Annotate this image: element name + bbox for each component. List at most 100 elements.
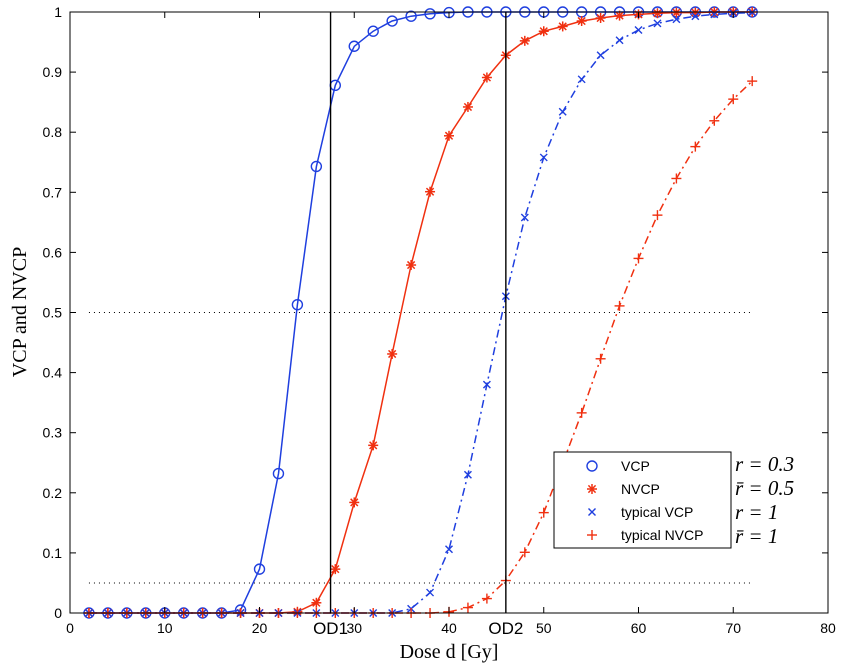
data-point xyxy=(272,467,285,480)
legend-item: typical NVCP xyxy=(587,527,703,543)
legend-marker xyxy=(586,460,598,472)
data-point xyxy=(672,15,681,24)
y-tick-label: 0.4 xyxy=(43,365,63,381)
data-point xyxy=(539,153,548,162)
x-tick-label: 70 xyxy=(725,620,741,636)
data-point xyxy=(558,107,567,116)
legend-label: NVCP xyxy=(621,481,660,497)
data-point xyxy=(387,348,398,359)
data-point xyxy=(405,10,417,22)
legend-label: typical NVCP xyxy=(621,527,703,543)
x-axis-ticks: 0 10 20 30 40 50 60 70 80 xyxy=(66,12,836,636)
data-point xyxy=(747,76,758,87)
data-point xyxy=(614,300,625,311)
y-tick-label: 0.6 xyxy=(43,244,63,260)
data-point xyxy=(652,210,663,221)
y-tick-label: 0.5 xyxy=(43,305,63,321)
x-tick-label: 50 xyxy=(536,620,552,636)
data-point xyxy=(253,563,266,575)
data-point xyxy=(576,16,587,27)
data-point xyxy=(519,547,530,558)
data-point xyxy=(557,21,568,32)
data-point xyxy=(576,407,587,418)
data-point xyxy=(577,75,586,84)
x-tick-label: 0 xyxy=(66,620,74,636)
data-point xyxy=(310,160,323,173)
vertical-reference-lines xyxy=(329,12,507,613)
data-point xyxy=(481,593,492,604)
legend-marker xyxy=(588,508,596,516)
data-point xyxy=(368,440,379,451)
od-labels: OD1 OD2 xyxy=(313,619,523,638)
data-point xyxy=(691,12,700,21)
x-tick-label: 80 xyxy=(820,620,836,636)
data-point xyxy=(406,260,417,271)
data-point xyxy=(424,8,436,20)
data-point xyxy=(348,40,360,52)
legend-marker xyxy=(587,484,597,494)
y-tick-label: 1 xyxy=(54,4,62,20)
parameter-annotation: r = 0.3 xyxy=(735,452,794,476)
od-label: OD1 xyxy=(313,619,348,638)
data-point xyxy=(367,25,379,37)
data-point xyxy=(462,101,473,112)
data-point xyxy=(481,72,492,83)
y-tick-label: 0.8 xyxy=(43,124,63,140)
legend-label: typical VCP xyxy=(621,504,693,520)
y-axis-ticks: 0 0.1 0.2 0.3 0.4 0.5 0.6 0.7 0.8 0.9 1 xyxy=(43,4,828,621)
x-tick-label: 60 xyxy=(631,620,647,636)
data-point xyxy=(462,602,473,613)
data-point xyxy=(671,7,682,18)
data-point xyxy=(633,253,644,264)
legend-box xyxy=(553,451,732,549)
parameter-annotation: r = 1 xyxy=(735,500,778,524)
legend-item: VCP xyxy=(586,458,650,474)
y-tick-label: 0.3 xyxy=(43,425,63,441)
data-point xyxy=(330,564,341,575)
x-tick-label: 30 xyxy=(346,620,362,636)
x-tick-label: 40 xyxy=(441,620,457,636)
data-point xyxy=(538,507,549,518)
parameter-annotations: r = 0.3r̄ = 0.5r = 1r̄ = 1 xyxy=(735,452,794,548)
data-point xyxy=(482,380,491,389)
data-point xyxy=(652,8,663,19)
data-point xyxy=(445,545,453,554)
data-point xyxy=(386,15,398,27)
data-point xyxy=(463,470,472,479)
legend-item: NVCP xyxy=(587,481,660,497)
y-tick-label: 0.2 xyxy=(43,485,63,501)
data-point xyxy=(311,597,322,608)
data-point xyxy=(671,173,682,184)
data-point xyxy=(709,115,720,126)
data-point xyxy=(690,141,701,152)
x-axis-label: Dose d [Gy] xyxy=(400,641,499,663)
data-point xyxy=(291,298,304,311)
parameter-annotation: r̄ = 0.5 xyxy=(735,476,794,500)
y-tick-label: 0.7 xyxy=(43,184,63,200)
data-point xyxy=(634,26,643,35)
y-tick-label: 0.9 xyxy=(43,64,63,80)
od-label: OD2 xyxy=(488,619,523,638)
legend: VCP NVCP typical VCP typical NVCP xyxy=(553,451,732,549)
x-tick-label: 20 xyxy=(252,620,268,636)
data-point xyxy=(615,36,624,45)
data-point xyxy=(425,186,436,197)
data-point xyxy=(349,497,360,508)
y-axis-label: VCP and NVCP xyxy=(9,247,31,377)
data-point xyxy=(596,51,605,60)
y-tick-label: 0.1 xyxy=(43,545,63,561)
data-point xyxy=(748,8,757,17)
y-tick-label: 0 xyxy=(54,605,62,621)
data-point xyxy=(538,26,549,37)
legend-marker xyxy=(587,530,597,540)
data-point xyxy=(595,353,606,364)
data-point xyxy=(426,588,435,597)
data-point xyxy=(444,130,454,141)
horizontal-reference-lines xyxy=(88,312,753,584)
legend-item: typical VCP xyxy=(588,504,693,520)
data-point xyxy=(728,94,739,105)
data-point xyxy=(595,13,606,24)
parameter-annotation: r̄ = 1 xyxy=(735,524,778,548)
data-point xyxy=(519,35,530,46)
